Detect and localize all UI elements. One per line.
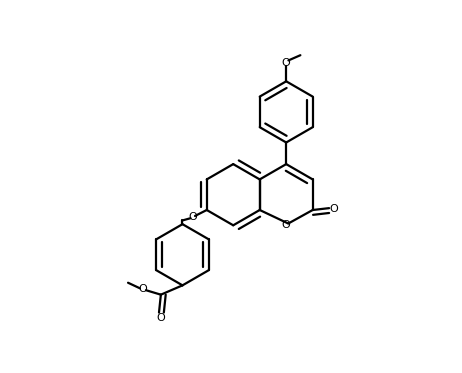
Text: O: O bbox=[282, 59, 291, 68]
Text: O: O bbox=[139, 284, 147, 294]
Text: O: O bbox=[282, 220, 291, 230]
Text: O: O bbox=[329, 204, 338, 214]
Text: O: O bbox=[188, 212, 197, 222]
Text: O: O bbox=[156, 313, 165, 323]
